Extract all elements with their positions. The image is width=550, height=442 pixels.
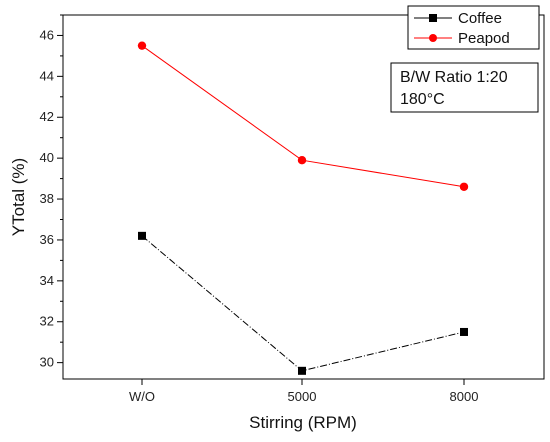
legend-peapod-marker (429, 34, 437, 42)
x-tick-label: 5000 (288, 389, 317, 404)
data-point-coffee (298, 366, 306, 375)
series-line-coffee (141, 235, 465, 372)
y-tick-label: 30 (40, 355, 54, 370)
data-point-peapod (297, 155, 307, 165)
annotation: B/W Ratio 1:20 180°C (390, 62, 539, 113)
annotation-line-1: B/W Ratio 1:20 (400, 69, 508, 86)
legend-coffee-label: Coffee (458, 10, 502, 27)
legend-peapod-label: Peapod (458, 30, 510, 47)
y-tick-label: 46 (40, 27, 54, 42)
data-point-peapod (459, 182, 469, 191)
data-point-coffee (460, 327, 468, 336)
legend: Coffee Peapod (407, 5, 540, 50)
x-tick-label: 8000 (450, 389, 479, 404)
y-axis: 30 32 34 36 38 40 42 44 46 (40, 14, 63, 370)
y-tick-label: 42 (40, 109, 54, 124)
y-axis-title: YTotal (%) (9, 158, 28, 236)
annotation-line-2: 180°C (400, 91, 445, 108)
annotation-box (390, 62, 539, 113)
x-axis: W/O 5000 8000 (129, 379, 478, 404)
data-point-coffee (138, 231, 146, 240)
y-tick-label: 34 (40, 273, 54, 288)
series-layer (137, 41, 469, 375)
y-tick-label: 44 (40, 68, 54, 83)
plot-frame (62, 14, 545, 380)
y-tick-label: 36 (40, 232, 54, 247)
legend-box (407, 5, 540, 50)
y-tick-label: 38 (40, 191, 54, 206)
y-tick-label: 40 (40, 150, 54, 165)
x-axis-title: Stirring (RPM) (249, 413, 357, 432)
y-tick-label: 32 (40, 314, 54, 329)
x-tick-label: W/O (129, 389, 155, 404)
data-point-peapod (137, 41, 147, 50)
legend-coffee-marker (429, 14, 437, 22)
